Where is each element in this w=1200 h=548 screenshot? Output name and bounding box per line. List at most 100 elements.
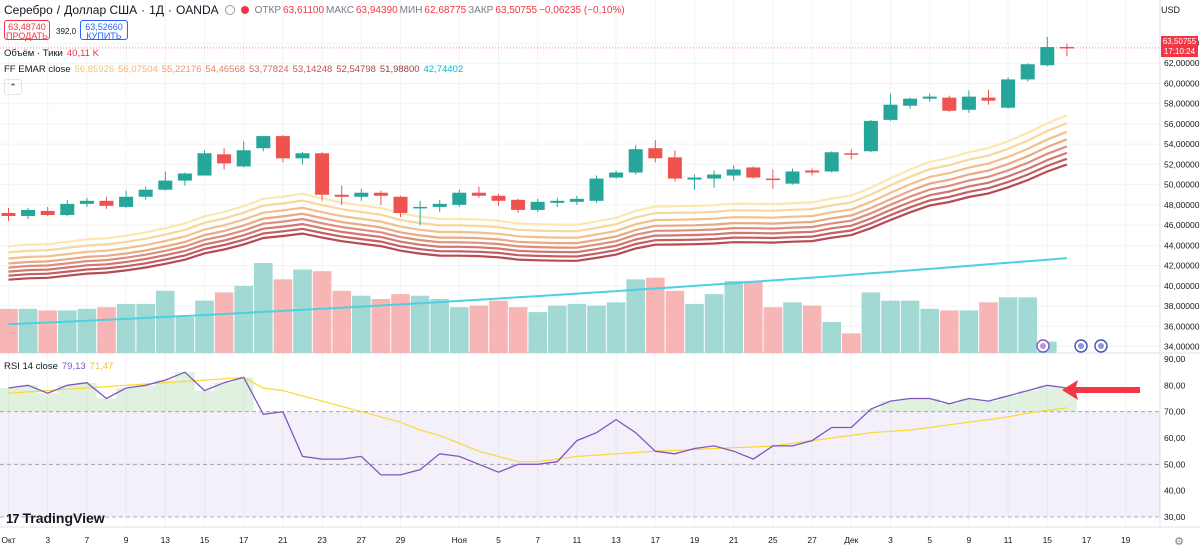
market-status-icon[interactable]: [224, 5, 235, 15]
last-price-label: 63,50755 17:10:24: [1161, 36, 1198, 57]
candle-body: [511, 199, 526, 210]
volume-bar: [254, 263, 273, 353]
time-tick-label: 13: [161, 535, 171, 545]
volume-bar: [979, 302, 998, 353]
time-tick-label: 21: [729, 535, 739, 545]
close-value: 63,50755: [495, 4, 538, 16]
volume-bar: [0, 308, 18, 353]
symbol-title[interactable]: Серебро / Доллар США · 1Д · OANDA: [4, 3, 219, 17]
candle-body: [628, 149, 643, 173]
currency-label[interactable]: USD: [1160, 5, 1180, 15]
volume-bar: [528, 312, 547, 353]
pair-name: Доллар США: [64, 3, 138, 17]
candle-body: [60, 203, 75, 215]
price-tick-label: 60,00000: [1164, 78, 1200, 88]
candle-body: [844, 153, 859, 155]
rsi-legend[interactable]: RSI 14 close 79,13 71,47: [4, 361, 113, 372]
event-marker-dot: [1040, 343, 1046, 349]
live-status-icon[interactable]: [240, 6, 249, 14]
volume-bar: [214, 292, 234, 353]
volume-bar: [1018, 297, 1037, 353]
time-tick-label: 19: [690, 535, 700, 545]
chart-overlays: [1036, 339, 1108, 353]
time-tick-label: 9: [967, 535, 972, 545]
ema-value: 53,14248: [292, 64, 333, 75]
volume-bar: [920, 308, 939, 353]
price-axis[interactable]: 64,0000062,0000060,0000058,0000056,00000…: [1164, 38, 1200, 522]
volume-bar: [548, 305, 567, 353]
candle-body: [256, 136, 271, 149]
time-tick-label: 3: [888, 535, 893, 545]
ema-value: 53,77824: [249, 64, 289, 75]
ema-legend[interactable]: FF EMAR close 56,85926 56,07504 55,22176…: [4, 64, 463, 75]
time-tick-label: 21: [278, 535, 288, 545]
rsi-band: [0, 411, 1160, 517]
tradingview-logo[interactable]: 17 TradingView: [6, 510, 105, 526]
candle-body: [40, 210, 55, 215]
volume-bar: [332, 290, 351, 353]
time-tick-label: 7: [535, 535, 540, 545]
volume-legend[interactable]: Объём · Тики 40,11 K: [4, 48, 99, 59]
buy-label: КУПИТЬ: [86, 31, 122, 41]
volume-label: Объём · Тики: [4, 48, 63, 59]
volume-bar: [685, 303, 704, 353]
volume-bar: [116, 303, 136, 353]
gear-icon[interactable]: ⚙: [1174, 536, 1184, 548]
volume-bar: [783, 302, 802, 353]
price-tick-label: 58,00000: [1164, 99, 1200, 109]
price-tick-label: 48,00000: [1164, 200, 1200, 210]
volume-bar: [391, 294, 410, 353]
candle-body: [158, 180, 173, 190]
candle-body: [315, 153, 330, 195]
rsi-tick-label: 50,00: [1164, 459, 1186, 469]
rsi-value: 79,13: [61, 361, 86, 372]
time-tick-label: 5: [496, 535, 501, 545]
ema-line: [8, 130, 1068, 260]
candle-body: [569, 198, 584, 202]
rsi-ma-value: 71,47: [89, 361, 114, 372]
price-tick-label: 46,00000: [1164, 220, 1200, 230]
sell-label: ПРОДАТЬ: [6, 31, 48, 41]
buy-button[interactable]: 63,52660 КУПИТЬ: [80, 20, 128, 41]
chevron-up-icon: ⌃: [9, 82, 17, 92]
rsi-tick-label: 70,00: [1164, 407, 1186, 417]
candle-body: [236, 150, 251, 167]
candlestick-series[interactable]: [1, 36, 1074, 226]
sell-button[interactable]: 63,48740 ПРОДАТЬ: [4, 20, 50, 41]
candle-body: [119, 196, 134, 207]
rsi-overbought-fill: [0, 372, 1077, 412]
volume-bar: [450, 307, 469, 353]
volume-bar: [861, 292, 881, 353]
price-tick-label: 44,00000: [1164, 240, 1200, 250]
volume-value: 40,11 K: [66, 48, 99, 59]
volume-bar: [352, 295, 371, 353]
time-tick-label: 7: [85, 535, 90, 545]
time-tick-label: 27: [357, 535, 367, 545]
volume-bar: [959, 310, 979, 353]
candle-body: [961, 96, 976, 110]
volume-bars: [0, 263, 1057, 353]
volume-bar: [724, 281, 743, 353]
event-marker-dot: [1098, 343, 1104, 349]
volume-bar: [97, 307, 116, 353]
candle-body: [1059, 46, 1074, 49]
ema-line: [8, 163, 1068, 281]
volume-bar: [606, 302, 626, 353]
candle-body: [354, 192, 369, 197]
candle-body: [471, 192, 486, 196]
candle-body: [805, 170, 820, 173]
candle-body: [785, 171, 800, 184]
volume-bar: [234, 285, 253, 353]
candle-body: [883, 104, 898, 120]
price-tick-label: 34,00000: [1164, 342, 1200, 352]
separator: /: [56, 3, 61, 17]
event-marker-dot: [1078, 343, 1084, 349]
collapse-legend-button[interactable]: ⌃: [4, 79, 22, 95]
volume-bar: [489, 300, 508, 353]
volume-bar: [508, 307, 528, 353]
candle-body: [1040, 47, 1055, 66]
candle-body: [217, 154, 232, 164]
time-axis[interactable]: Окт 3 7 9 13 15 17 21 23 27 29 Ноя 5 7 11 13 17 19 21 25 27 Д…: [1, 535, 1130, 545]
volume-bar: [312, 271, 332, 353]
